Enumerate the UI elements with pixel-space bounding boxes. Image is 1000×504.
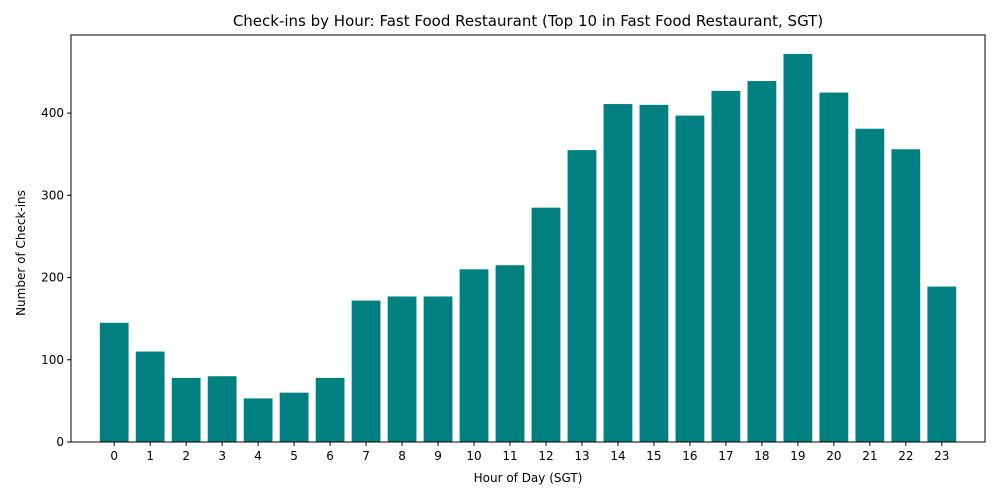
bar-hour-21	[855, 128, 885, 443]
bar-hour-10	[459, 269, 489, 442]
x-tick-label: 0	[110, 449, 118, 463]
bar-hour-23	[927, 286, 957, 442]
x-tick-label: 6	[326, 449, 334, 463]
x-tick-label: 5	[290, 449, 298, 463]
x-tick-label: 2	[182, 449, 190, 463]
x-tick-label: 21	[862, 449, 877, 463]
x-axis-label: Hour of Day (SGT)	[474, 471, 583, 485]
x-tick-label: 7	[362, 449, 370, 463]
y-tick-label: 300	[41, 188, 64, 202]
x-tick-label: 18	[754, 449, 769, 463]
bar-hour-12	[531, 207, 561, 442]
bar-hour-0	[99, 322, 129, 442]
chart-title: Check-ins by Hour: Fast Food Restaurant …	[233, 12, 823, 30]
bar-hour-15	[639, 104, 669, 442]
bar-hour-8	[387, 296, 417, 442]
y-tick-label: 200	[41, 271, 64, 285]
plot-frame	[70, 34, 986, 443]
x-tick-label: 17	[718, 449, 733, 463]
x-tick-label: 23	[934, 449, 949, 463]
x-tick-label: 19	[790, 449, 805, 463]
x-tick-label: 12	[538, 449, 553, 463]
bar-hour-2	[171, 377, 201, 442]
y-axis-ticks: 0 100 200 300 400	[41, 106, 71, 449]
bar-hour-18	[747, 81, 777, 442]
x-tick-label: 3	[218, 449, 226, 463]
x-tick-label: 4	[254, 449, 262, 463]
bar-hour-20	[819, 92, 849, 442]
y-axis-label: Number of Check-ins	[14, 190, 28, 316]
x-tick-label: 9	[434, 449, 442, 463]
x-tick-label: 16	[682, 449, 697, 463]
bar-hour-9	[423, 296, 453, 442]
x-tick-label: 10	[466, 449, 481, 463]
bar-hour-11	[495, 265, 525, 442]
bar-hour-4	[243, 398, 273, 442]
x-tick-label: 1	[146, 449, 154, 463]
x-tick-label: 13	[574, 449, 589, 463]
x-tick-label: 15	[646, 449, 661, 463]
bar-hour-16	[675, 115, 705, 442]
bar-hour-1	[135, 351, 165, 442]
bar-hour-6	[315, 377, 345, 442]
bar-hour-22	[891, 149, 921, 443]
bar-hour-5	[279, 392, 309, 442]
x-tick-label: 22	[898, 449, 913, 463]
bar-hour-7	[351, 300, 381, 442]
x-tick-label: 8	[398, 449, 406, 463]
bar-hour-13	[567, 150, 597, 443]
x-axis-ticks: 0 1 2 3 4 5 6 7 8 9 10 11 12 13 14 15 16 17 18 19 20 21 22 23	[110, 442, 949, 463]
bars-group	[99, 53, 957, 443]
y-tick-label: 100	[41, 353, 64, 367]
x-tick-label: 11	[502, 449, 517, 463]
bar-hour-14	[603, 104, 633, 442]
x-tick-label: 14	[610, 449, 625, 463]
y-tick-label: 0	[56, 435, 64, 449]
x-tick-label: 20	[826, 449, 841, 463]
bar-hour-17	[711, 90, 741, 442]
bar-hour-19	[783, 53, 813, 442]
bar-hour-3	[207, 376, 237, 442]
y-tick-label: 400	[41, 106, 64, 120]
